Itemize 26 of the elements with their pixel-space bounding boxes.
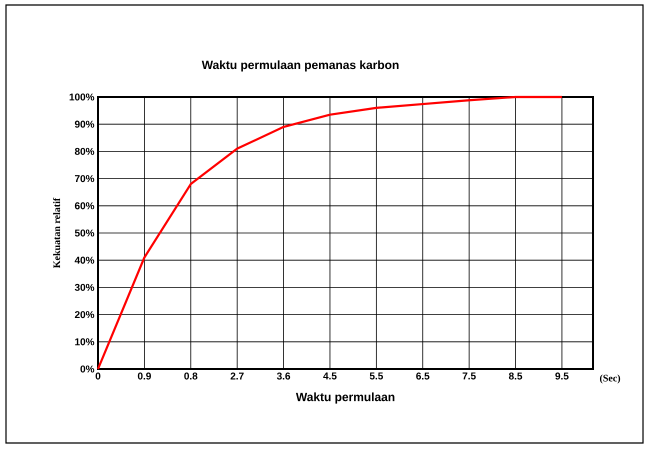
y-tick-label: 40%: [74, 256, 94, 264]
y-tick-label: 80%: [74, 148, 94, 155]
y-axis-title: Kekuatan relatif: [53, 198, 60, 268]
y-tick-label: 20%: [74, 311, 94, 318]
y-tick-label: 30%: [74, 284, 94, 291]
y-tick-label: 50%: [74, 229, 94, 237]
x-tick-label: 7.5: [462, 372, 476, 380]
text: (Sec): [600, 374, 620, 384]
y-tick-label: 90%: [74, 120, 94, 128]
x-tick-label: 0: [96, 372, 100, 380]
x-tick-label: 9.5: [555, 372, 569, 380]
y-tick-label: 0%: [80, 365, 94, 373]
x-tick-label: 0.8: [184, 372, 198, 380]
x-tick-label: 6.5: [416, 372, 430, 380]
x-axis-title: Waktu permulaan: [296, 392, 394, 404]
x-tick-label: 2.7: [230, 372, 244, 380]
y-tick-label: 70%: [74, 175, 94, 182]
x-tick-label: 8.5: [508, 372, 522, 380]
x-tick-label: 0.9: [138, 372, 151, 380]
chart-title: Waktu permulaan pemanas karbon: [202, 60, 399, 72]
x-tick-label: 4.5: [323, 372, 337, 380]
y-tick-label: 10%: [75, 338, 94, 346]
y-tick-label: 60%: [74, 202, 94, 210]
y-tick-label: 100%: [70, 93, 94, 101]
x-tick-label: 5.5: [370, 372, 384, 380]
x-tick-label: 3.6: [276, 372, 290, 380]
